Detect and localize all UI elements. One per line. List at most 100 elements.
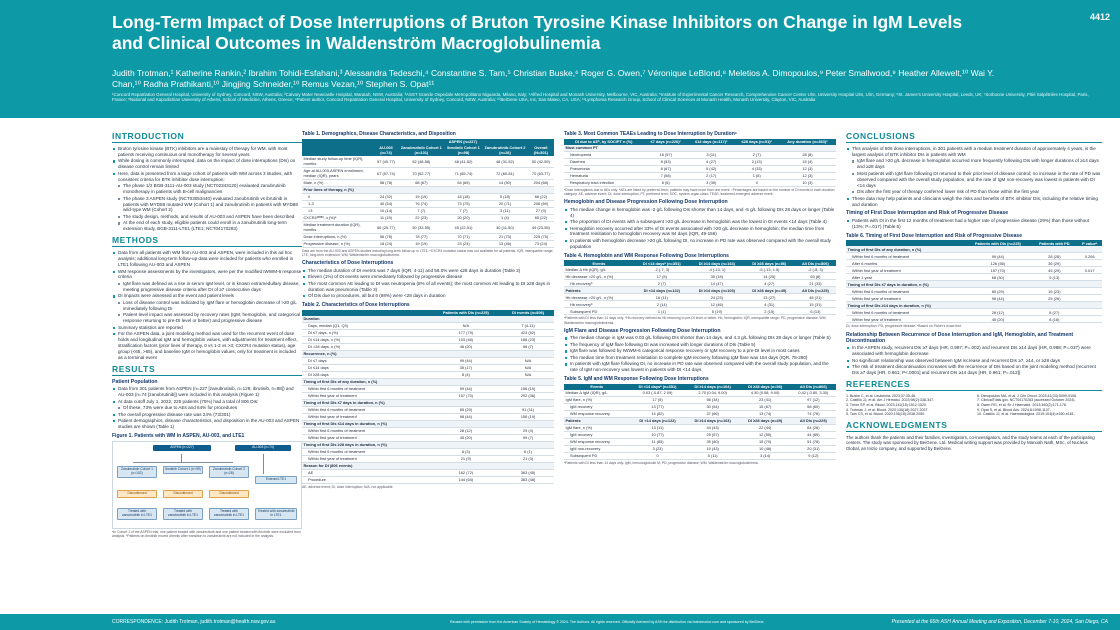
- table-cell: Male, n (%): [302, 179, 375, 187]
- table-cell: [1077, 308, 1102, 317]
- table-cell: 2 (7): [633, 279, 690, 288]
- table-header-cell: DI events (n=806): [502, 309, 554, 316]
- table-cell: 162 (72): [429, 469, 503, 477]
- table-cell: 45 (22-51): [444, 221, 483, 234]
- table-row: Within first 6 months of treatment 28 (12…: [846, 308, 1102, 317]
- table-row: 0 24 (32) 19 (19) 18 (18) 5 (18) 66 (22): [302, 193, 554, 201]
- table-cell: 72 (60-81): [482, 167, 528, 180]
- table-cell: [502, 462, 554, 470]
- permission-text: Reused with permission from the American…: [450, 620, 765, 624]
- table-cell: DI ≤7 days: [302, 357, 430, 365]
- table-header-cell: DI <14 daysᵃ (n=351): [629, 383, 686, 390]
- table-row: Male, n (%) 58 (78) 68 (67) 64 (65) 14 (50) 2…: [302, 179, 554, 187]
- flow-box-aspen: ASPEN (n=227): [153, 444, 211, 451]
- table-cell: 8 (4): [429, 371, 503, 379]
- table-cell: 0: [734, 179, 779, 187]
- table-cell: 0: [629, 452, 686, 460]
- table-row: Within first year of treatment 45 (20) 8 (…: [846, 315, 1102, 324]
- flow-box-discontinued: Discontinued: [209, 489, 249, 498]
- table-body: Median Δ IgM (IQR), g/L 0.03 (-0.87, 2.09…: [564, 389, 836, 460]
- table-cell: 15 (31): [794, 300, 836, 309]
- table-cell: [1077, 246, 1102, 254]
- table-row: Within first 6 months of treatment 6 (3) 6…: [302, 448, 554, 456]
- flow-box-discontinued: Discontinued: [117, 489, 157, 498]
- igm-section-heading: IgM Flare and Disease Progression Follow…: [564, 327, 721, 334]
- bullet: In patients with hemoglobin decrease >20…: [564, 238, 836, 250]
- table-cell: 15 (4): [778, 158, 836, 166]
- reference-list: 1. Buske C, et al. Leukemia. 2023;37:35-…: [846, 394, 1102, 417]
- table-cell: 6 (6): [643, 179, 688, 187]
- table-row: DI ≥28 days 8 (4) N/A: [302, 371, 554, 379]
- table-cell: 99 (44): [964, 252, 1032, 261]
- bullet: WM response assessments by the investiga…: [112, 269, 302, 281]
- table-row: Subsequent PD 0 5 (11) 3 (14) 9 (12): [564, 452, 836, 460]
- table-cell: [502, 350, 554, 358]
- table-cell: CXCR4ᵂᴴᴵᴹ, n (%)ᵃ: [302, 214, 375, 222]
- table-cell: 7 (7): [397, 207, 445, 215]
- table-header-cell: Any duration (n=363)ᶜ: [778, 138, 836, 145]
- table-cell: 44 (69): [790, 431, 836, 439]
- table-cell: [778, 144, 836, 152]
- table-cell: 8 (18): [1031, 315, 1078, 324]
- table-cell: 225 (75): [527, 233, 554, 241]
- table-cell: Hb decrease >20 g/L, n (%): [564, 272, 634, 281]
- table-row: DI ≤14 days, n (%) 103 (46) 188 (23): [302, 336, 554, 344]
- table-cell: Within first year of treatment: [302, 434, 430, 442]
- table-row: Diarrhea 8 (53) 4 (27) 2 (13) 15 (4): [564, 158, 836, 166]
- table-cell: [502, 315, 554, 323]
- table-cell: [643, 144, 688, 152]
- table-cell: 56 (7): [502, 343, 554, 351]
- table-cell: 9 (12): [790, 452, 836, 460]
- table-cell: Timing of first DIs of any duration, n (…: [302, 378, 430, 386]
- table-cell: 3 (14): [739, 452, 791, 460]
- table-cell: 73 (24): [527, 240, 554, 248]
- table-cell: [429, 399, 503, 407]
- flow-connector: [133, 461, 233, 463]
- table-cell: 11 (85): [629, 438, 686, 446]
- igm-bullets: The median change in IgM was 0.03 g/L fo…: [564, 335, 836, 373]
- table-cell: -4 (-13, 1): [689, 266, 744, 274]
- table-cell: 383 (48): [502, 476, 554, 484]
- methods-bullets: Data from all patients with WM from AU-0…: [112, 250, 302, 360]
- table-cell: Within first year of treatment: [302, 413, 430, 421]
- table-header-row: Patients with DIs (n=225) Patients with P…: [846, 240, 1102, 247]
- bullet: The overall progressive disease rate was…: [112, 412, 302, 418]
- table-span-header: ASPEN (n=227): [397, 138, 528, 145]
- table-row: DI ≤7 days, n (%) 177 (79) 423 (52): [302, 329, 554, 337]
- references-heading: REFERENCES: [846, 379, 1102, 391]
- table-cell: 65 (29): [964, 287, 1032, 296]
- table-cell: Median treatment duration (IQR), months: [302, 221, 375, 234]
- table-cell: 24 (23): [689, 293, 744, 302]
- table-cell: 3 (30): [687, 179, 735, 187]
- table-row: Timing of first DIs of any duration, n (…: [302, 378, 554, 386]
- table-cell: [1031, 301, 1078, 310]
- correspondence-text: CORRESPONDENCE: Judith Trotman, judith.t…: [112, 619, 276, 625]
- table-cell: 64 (28): [790, 424, 836, 432]
- table-cell: 8 (27): [1031, 308, 1078, 317]
- table-row: IgM flare, n (%) 17 (5) 56 (34) 23 (41) 97 (…: [564, 396, 836, 404]
- table-cell: Within first 6 months of treatment: [846, 287, 965, 296]
- table-header-cell: Ibrutinib Cohort 1 (n=98): [444, 144, 483, 156]
- table-cell: 98 (44): [964, 294, 1032, 303]
- acknowledgments-heading: ACKNOWLEDGMENTS: [846, 420, 1102, 432]
- table-cell: 99 (44): [429, 385, 503, 393]
- table-cell: Within first 6 months of treatment: [846, 252, 965, 261]
- table-cell: Reason for DI (806 events): [302, 462, 430, 470]
- table-cell: 16 (57): [643, 151, 688, 159]
- table-cell: 21 (9): [429, 455, 503, 463]
- sub-bullet: DIs after the first year of therapy conf…: [846, 189, 1102, 195]
- table-cell: Age at AU-003-ASPEN enrollment, median (…: [302, 167, 375, 180]
- bullet: In patients with IgM flare following DI,…: [564, 361, 836, 373]
- table-row: Timing of first DIs of any duration, n (…: [846, 246, 1102, 254]
- table-cell: 5 (18): [482, 193, 528, 201]
- table-cell: IgM flare, n (%): [564, 396, 630, 404]
- table-cell: 45 (20): [429, 434, 503, 442]
- table-cell: -2 (-8, 3): [794, 266, 836, 274]
- table-cell: WM response recovery: [564, 410, 630, 418]
- table-cell: 15 (67): [739, 403, 791, 411]
- table-cell: 71 (65-74): [444, 167, 483, 180]
- table-cell: 21 (3): [502, 455, 554, 463]
- table-cell: 188 (23): [502, 336, 554, 344]
- bullet: Eleven (1%) of DI events were immediatel…: [302, 274, 554, 280]
- table-header-cell: Zanubrutinib Cohort 2 (n=28): [482, 144, 528, 156]
